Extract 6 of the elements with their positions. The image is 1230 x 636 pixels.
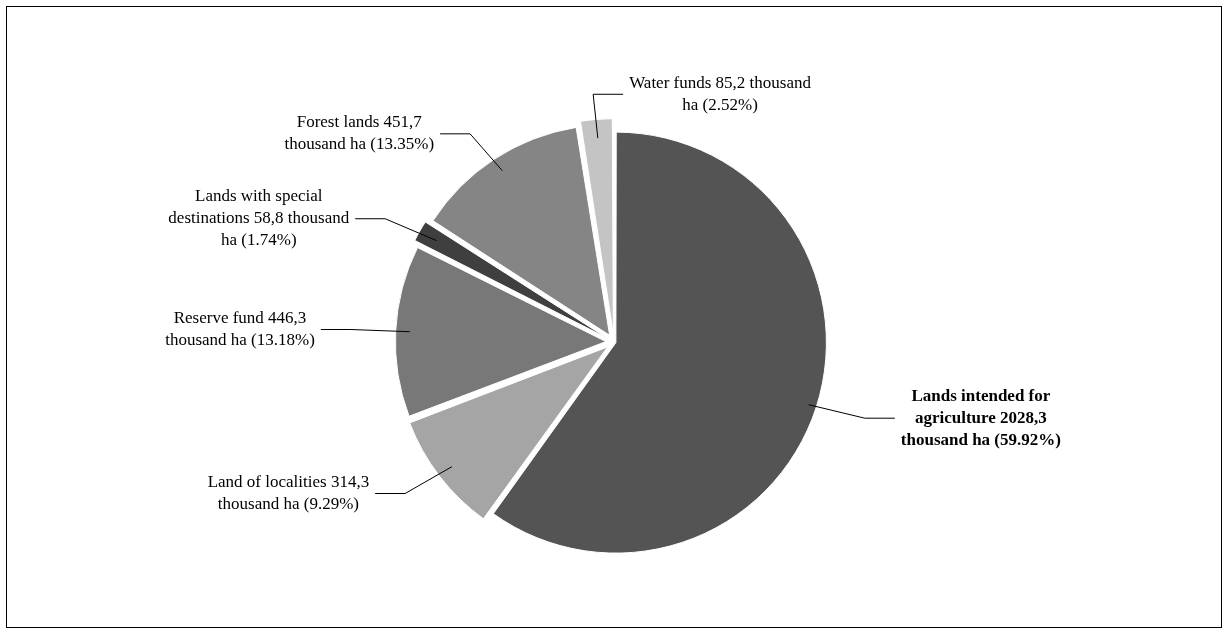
- slice-label: Land of localities 314,3 thousand ha (9.29%): [207, 471, 370, 513]
- slice-label: Reserve fund 446,3 thousand ha (13.18%): [165, 307, 315, 349]
- slice-label: Water funds 85,2 thousand ha (2.52%): [629, 72, 812, 114]
- slice-label: Forest lands 451,7 thousand ha (13.35%): [284, 112, 435, 154]
- slice-label: Lands intended for agriculture 2028,3 thousand ha (59.92%): [900, 385, 1061, 449]
- slice-label: Lands with special destinations 58,8 thousand ha (1.74%): [168, 186, 350, 250]
